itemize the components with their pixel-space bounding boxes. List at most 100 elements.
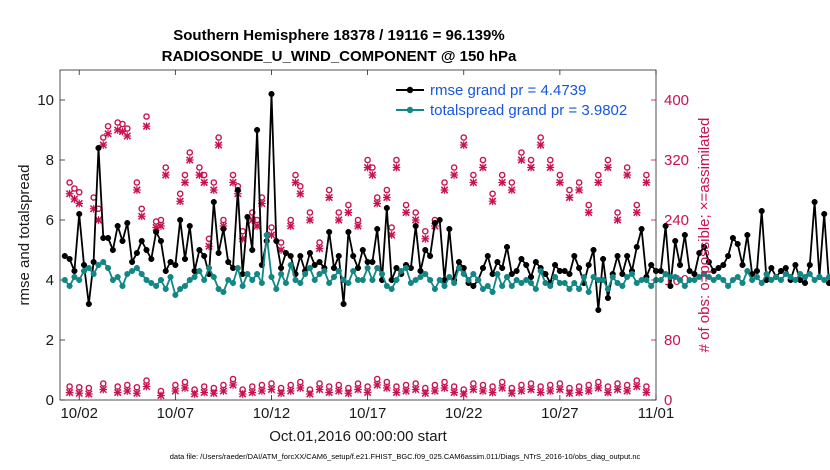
obs-assimilated-marker xyxy=(99,385,108,394)
obs-series--of-obs-assimilated-low- xyxy=(65,381,651,400)
rmse-point xyxy=(172,261,179,269)
totalspread-point xyxy=(393,276,400,284)
obs-possible-marker xyxy=(527,156,535,164)
totalspread-point xyxy=(609,273,616,281)
obs-assimilated-marker xyxy=(267,385,276,394)
obs-possible-marker xyxy=(489,190,496,198)
totalspread-point xyxy=(287,261,294,269)
rmse-point xyxy=(715,264,722,272)
rmse-point xyxy=(273,237,280,245)
totalspread-point xyxy=(335,267,342,275)
totalspread-point xyxy=(383,282,390,290)
legend-marker-rmse xyxy=(406,86,414,94)
totalspread-point xyxy=(215,285,222,293)
obs-assimilated-marker xyxy=(84,390,93,398)
totalspread-point xyxy=(105,264,112,272)
rmse-point xyxy=(446,225,453,233)
totalspread-point xyxy=(763,270,770,278)
rmse-point xyxy=(710,267,717,275)
rmse-point xyxy=(801,279,809,287)
totalspread-point xyxy=(585,288,592,296)
rmse-point xyxy=(417,267,424,275)
obs-possible-marker xyxy=(518,381,525,389)
totalspread-point xyxy=(600,276,607,284)
obs-assimilated-marker xyxy=(75,199,84,208)
totalspread-point xyxy=(133,264,140,272)
rmse-point xyxy=(566,270,573,278)
obs-assimilated-marker xyxy=(104,129,112,138)
totalspread-point xyxy=(691,276,698,284)
obs-series--of-obs-assimilated xyxy=(65,122,651,254)
totalspread-point xyxy=(710,276,717,284)
x-tick-label: 10/17 xyxy=(349,405,387,422)
totalspread-point xyxy=(720,276,727,284)
obs-possible-marker xyxy=(66,383,73,390)
obs-assimilated-marker xyxy=(219,387,228,395)
obs-possible-marker xyxy=(373,375,381,383)
obs-assimilated-marker xyxy=(123,387,132,395)
rmse-point xyxy=(157,237,164,245)
rmse-point xyxy=(744,231,751,239)
rmse-point xyxy=(479,264,487,272)
totalspread-point xyxy=(527,279,535,287)
rmse-point xyxy=(758,207,765,215)
totalspread-point xyxy=(422,270,429,278)
totalspread-point xyxy=(172,291,179,299)
obs-possible-marker xyxy=(287,381,295,389)
rmse-point xyxy=(508,270,515,278)
rmse-point xyxy=(181,255,189,263)
totalspread-point xyxy=(542,279,549,287)
obs-assimilated-marker xyxy=(527,385,535,394)
rmse-point xyxy=(691,270,698,278)
totalspread-point xyxy=(85,264,92,272)
y-tick-label-right: 80 xyxy=(664,332,681,349)
rmse-point xyxy=(676,261,684,269)
x-tick-label: 10/22 xyxy=(445,405,483,422)
obs-possible-marker xyxy=(585,201,593,209)
rmse-point xyxy=(287,252,294,260)
totalspread-point xyxy=(561,279,568,287)
axis-ticks: 10/02 10/07 10/12 10/17 10/22 10/27 11/0102468… xyxy=(37,70,689,422)
totalspread-point xyxy=(657,276,664,284)
totalspread-point xyxy=(744,267,751,275)
obs-assimilated-marker xyxy=(527,163,535,172)
rmse-point xyxy=(249,246,256,254)
totalspread-point xyxy=(753,273,760,281)
y-tick-label-right: 400 xyxy=(664,92,689,109)
obs-assimilated-marker xyxy=(642,178,651,187)
obs-assimilated-marker xyxy=(421,389,430,398)
obs-assimilated-marker xyxy=(459,390,468,398)
obs-assimilated-marker xyxy=(363,163,372,172)
totalspread-point xyxy=(590,273,597,281)
obs-assimilated-marker xyxy=(195,171,204,179)
rmse-point xyxy=(672,237,679,245)
totalspread-point xyxy=(552,273,559,281)
totalspread-point xyxy=(157,276,164,284)
rmse-point xyxy=(633,243,640,251)
obs-possible-marker xyxy=(133,179,141,186)
totalspread-point xyxy=(460,270,467,278)
obs-assimilated-marker xyxy=(315,385,324,394)
rmse-point xyxy=(297,252,304,260)
obs-assimilated-marker xyxy=(142,122,151,131)
rmse-point xyxy=(143,246,150,254)
totalspread-point xyxy=(407,279,414,287)
totalspread-point xyxy=(503,273,511,281)
obs-possible-marker xyxy=(354,216,362,224)
obs-assimilated-marker xyxy=(291,178,300,187)
totalspread-point xyxy=(388,285,395,293)
obs-assimilated-marker xyxy=(248,388,257,397)
rmse-point xyxy=(167,258,174,266)
obs-assimilated-marker xyxy=(604,163,612,172)
totalspread-point xyxy=(729,276,736,284)
totalspread-point xyxy=(643,276,650,284)
totalspread-point xyxy=(369,276,376,284)
obs-assimilated-marker xyxy=(594,178,603,187)
obs-possible-marker xyxy=(104,122,112,130)
obs-assimilated-marker xyxy=(431,387,439,395)
totalspread-point xyxy=(681,282,688,290)
obs-assimilated-marker xyxy=(258,387,266,395)
rmse-point xyxy=(753,267,760,275)
totalspread-point xyxy=(499,282,506,290)
obs-assimilated-marker xyxy=(229,381,237,389)
